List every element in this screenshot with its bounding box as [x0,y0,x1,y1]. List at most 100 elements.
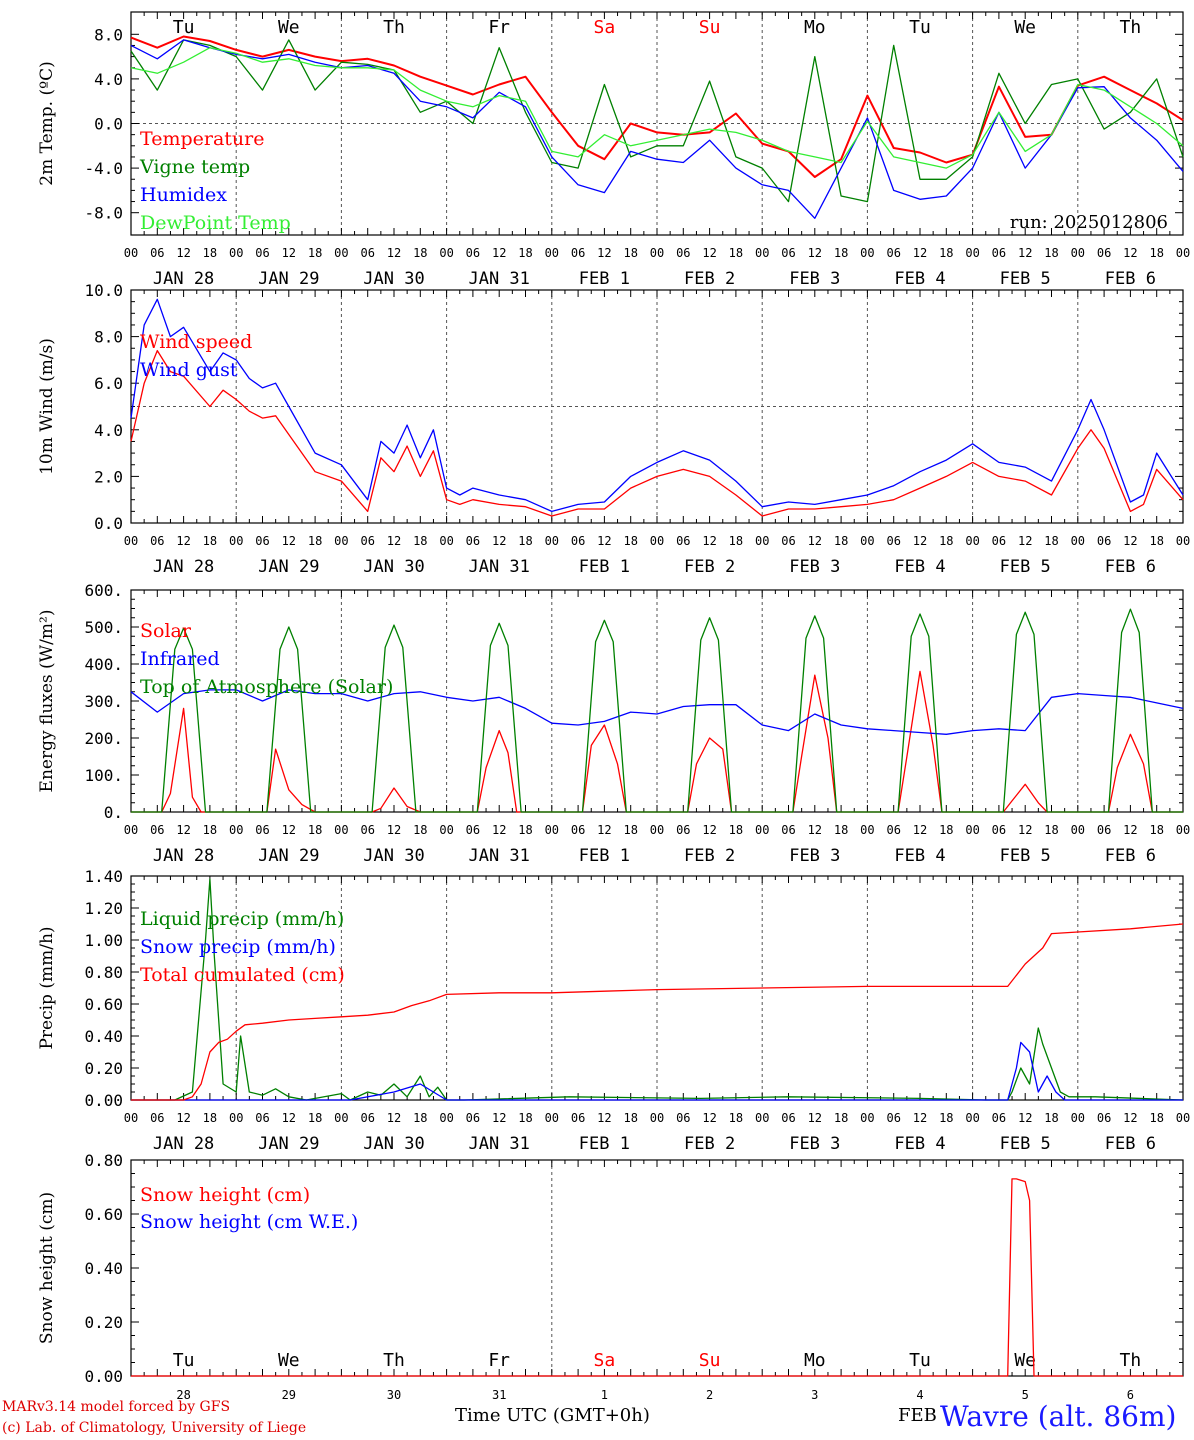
hour-tick-label: 12 [1123,246,1137,260]
hour-tick-label: 06 [255,1111,269,1125]
y-tick-label: 10.0 [84,281,123,300]
weekday-label: Th [1120,1350,1142,1371]
hour-tick-label: 12 [913,1111,927,1125]
y-tick-label: 100. [84,766,123,785]
day-number-label: 31 [492,1388,506,1402]
hour-tick-label: 12 [913,823,927,837]
legend-entry: Snow height (cm) [140,1184,310,1206]
legend-entry: Wind gust [140,359,238,381]
series-line-humidex [130,39,1184,219]
hour-tick-label: 00 [1071,823,1085,837]
hour-tick-label: 06 [886,534,900,548]
date-label: JAN 31 [468,1134,529,1154]
y-tick-label: 400. [84,655,123,674]
hour-tick-label: 06 [676,246,690,260]
hour-tick-label: 00 [650,1111,664,1125]
hour-tick-label: 12 [702,246,716,260]
legend-entry: Top of Atmosphere (Solar) [140,676,393,698]
hour-tick-label: 18 [413,246,427,260]
hour-tick-label: 12 [176,1111,190,1125]
hour-tick-label: 00 [860,1111,874,1125]
day-number-label: 3 [811,1388,818,1402]
date-label: FEB 5 [1000,269,1051,289]
y-tick-label: 0.60 [84,1205,123,1224]
date-label: FEB 4 [894,269,945,289]
hour-tick-label: 06 [886,823,900,837]
hour-tick-label: 12 [1123,1111,1137,1125]
day-number-label: 1 [601,1388,608,1402]
x-axis-title: Time UTC (GMT+0h) [455,1405,650,1426]
date-label: JAN 30 [363,846,424,866]
hour-tick-label: 06 [150,246,164,260]
hour-tick-label: 12 [176,246,190,260]
hour-tick-label: 18 [1044,1111,1058,1125]
hour-tick-label: 06 [150,823,164,837]
date-label: FEB 2 [684,1134,735,1154]
hour-tick-label: 00 [650,246,664,260]
hour-tick-label: 12 [282,823,296,837]
hour-tick-label: 06 [571,823,585,837]
hour-tick-label: 00 [860,534,874,548]
hour-tick-label: 06 [676,1111,690,1125]
hour-tick-label: 18 [203,246,217,260]
hour-tick-label: 00 [755,534,769,548]
weekday-label: We [278,17,300,38]
y-tick-label: 0. [104,803,123,822]
hour-tick-label: 12 [1123,823,1137,837]
weekday-label: Tu [173,17,195,38]
date-label: JAN 29 [258,557,319,577]
day-number-label: 29 [282,1388,296,1402]
hour-tick-label: 06 [676,823,690,837]
legend-entry: Vigne temp [139,156,250,178]
hour-tick-label: 06 [255,534,269,548]
hour-tick-label: 06 [466,246,480,260]
hour-tick-label: 00 [545,1111,559,1125]
date-label: FEB 6 [1105,557,1156,577]
legend-entry: DewPoint Temp [140,212,291,234]
y-tick-label: 6.0 [94,374,123,393]
hour-tick-label: 18 [413,823,427,837]
hour-tick-label: 18 [308,246,322,260]
legend-entry: Snow height (cm W.E.) [140,1211,358,1233]
hour-tick-label: 18 [834,823,848,837]
hour-tick-label: 18 [413,1111,427,1125]
hour-tick-label: 00 [1176,246,1190,260]
hour-tick-label: 00 [1071,1111,1085,1125]
hour-tick-label: 06 [150,534,164,548]
hour-tick-label: 18 [623,823,637,837]
hour-tick-label: 18 [1149,823,1163,837]
feb-footer-label: FEB [898,1405,937,1426]
date-label: FEB 2 [684,557,735,577]
hour-tick-label: 06 [992,246,1006,260]
y-tick-label: 0.40 [84,1259,123,1278]
y-tick-label: 4.0 [94,70,123,89]
date-label: FEB 1 [579,557,630,577]
legend-entry: Temperature [140,128,264,150]
hour-tick-label: 00 [545,246,559,260]
hour-tick-label: 12 [1018,823,1032,837]
hour-tick-label: 00 [439,823,453,837]
date-label: FEB 3 [789,269,840,289]
series-line-total-cumulated-cm- [131,923,1184,1101]
series-line-top-of-atmosphere-solar- [131,608,1183,813]
y-axis-title: 2m Temp. (ºC) [37,61,57,186]
hour-tick-label: 18 [939,534,953,548]
hour-tick-label: 18 [308,1111,322,1125]
date-label: JAN 31 [468,269,529,289]
date-label: FEB 6 [1105,1134,1156,1154]
date-label: JAN 28 [153,269,214,289]
hour-tick-label: 06 [360,823,374,837]
y-tick-label: 600. [84,581,123,600]
hour-tick-label: 00 [334,534,348,548]
hour-tick-label: 00 [965,534,979,548]
date-label: JAN 30 [363,1134,424,1154]
date-label: FEB 6 [1105,269,1156,289]
series-line-snow-height-cm- [131,1178,1183,1377]
series-line-dewpoint-temp [130,47,1184,169]
hour-tick-label: 12 [492,246,506,260]
series-line-snow-precip-mm-h- [131,1041,1183,1101]
hour-tick-label: 12 [1018,1111,1032,1125]
y-tick-label: 0.20 [84,1059,123,1078]
hour-tick-label: 00 [650,823,664,837]
